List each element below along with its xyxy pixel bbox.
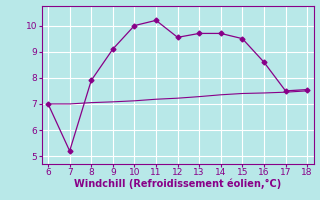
X-axis label: Windchill (Refroidissement éolien,°C): Windchill (Refroidissement éolien,°C) (74, 179, 281, 189)
